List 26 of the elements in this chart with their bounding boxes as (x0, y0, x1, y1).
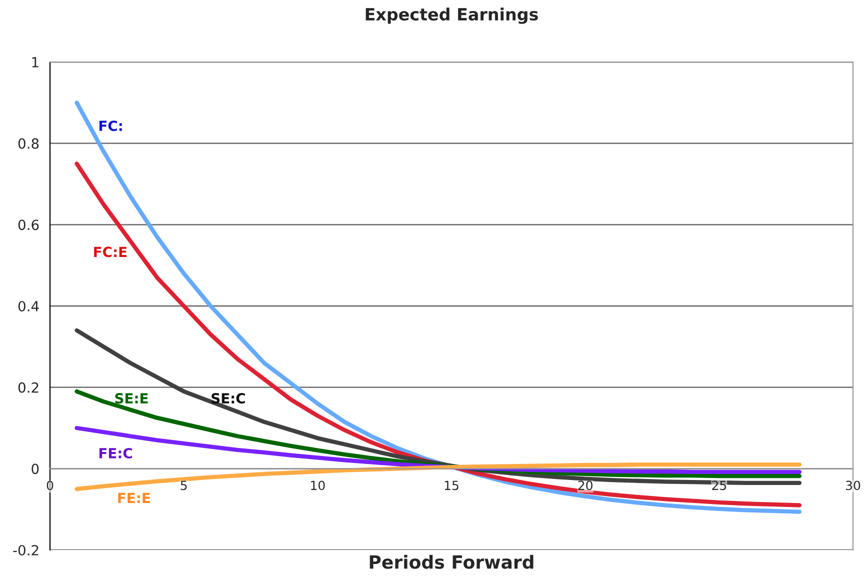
series-label: FE:C (99, 448, 132, 458)
series-label: SE:E (115, 393, 148, 404)
x-tick-label: 20 (578, 480, 592, 490)
series-label: FC: (99, 120, 122, 132)
y-tick-label: 0.6 (18, 220, 39, 230)
x-tick-label: 25 (712, 480, 726, 490)
line-series (74, 162, 802, 508)
y-tick-label: 0.8 (18, 138, 39, 149)
series-label: SE:C (212, 393, 245, 404)
y-tick-label: -0.2 (13, 544, 38, 556)
y-tick-label: 1 (32, 57, 38, 68)
x-tick-label: 15 (444, 480, 458, 490)
x-tick-label: 30 (846, 480, 860, 490)
series-label: FE:E (118, 492, 150, 503)
y-tick-label: 0.4 (18, 300, 39, 312)
y-tick-label: 0.2 (18, 382, 38, 393)
x-tick-label: 5 (180, 480, 187, 490)
x-axis-title: Periods Forward (370, 554, 534, 569)
line-series (74, 426, 802, 474)
x-tick-label: 0 (46, 480, 54, 490)
chart-title: Expected Earnings (366, 8, 538, 24)
x-tick-label: 10 (311, 480, 325, 490)
series-label: FC:E (94, 246, 127, 258)
line-series (74, 100, 802, 514)
y-tick-label: 0 (32, 464, 39, 474)
line-series (74, 462, 802, 492)
